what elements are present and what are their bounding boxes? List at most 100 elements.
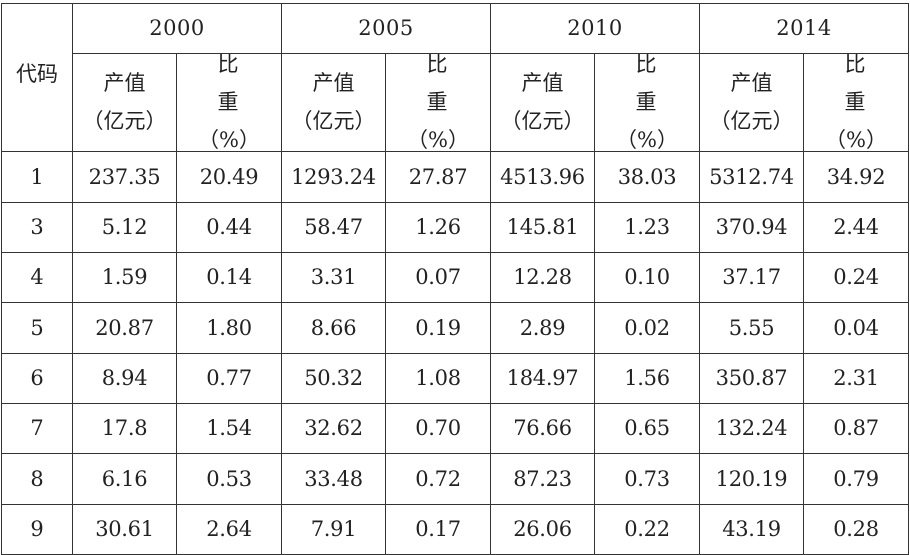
value-cell: 12.28 [490, 252, 595, 303]
share-cell: 0.73 [594, 453, 700, 505]
share-cell: 38.03 [594, 151, 700, 203]
value-cell: 58.47 [281, 202, 386, 253]
share-label-char1: 比 [844, 53, 866, 76]
value-label-line1: 产值 [730, 71, 773, 95]
value-cell: 3.31 [281, 252, 386, 303]
value-cell: 184.97 [490, 353, 595, 404]
share-cell: 2.31 [803, 353, 909, 404]
share-column-header: 比重 （%） [385, 53, 491, 152]
share-cell: 1.54 [176, 403, 282, 454]
share-column-header: 比重 （%） [594, 53, 700, 152]
value-cell: 2.89 [490, 302, 595, 354]
share-cell: 2.44 [803, 202, 909, 253]
value-cell: 370.94 [699, 202, 804, 253]
value-column-header: 产值 （亿元） [281, 53, 386, 152]
share-label-char2: 重 [844, 90, 866, 114]
output-value-table: 代码 2000 2005 2010 2014 产值 （亿元） 比重 （%） 产值 （亿… [1, 3, 909, 555]
share-cell: 27.87 [385, 151, 491, 203]
table-row: 5 20.87 1.80 8.66 0.19 2.89 0.02 5.55 0.04 [1, 302, 909, 354]
share-column-header: 比重 （%） [176, 53, 282, 152]
share-cell: 0.77 [176, 353, 282, 404]
value-cell: 32.62 [281, 403, 386, 454]
value-cell: 4513.96 [490, 151, 595, 203]
header-row-metrics: 产值 （亿元） 比重 （%） 产值 （亿元） 比重 （%） 产值 （亿元） 比重 （%） 产… [2, 53, 909, 152]
value-label-line2: （亿元） [500, 109, 585, 133]
value-cell: 8.94 [72, 353, 177, 404]
share-label-line2: （%） [198, 128, 260, 152]
share-cell: 0.19 [385, 302, 491, 354]
row-code: 7 [1, 403, 73, 454]
value-cell: 145.81 [490, 202, 595, 253]
table-row: 3 5.12 0.44 58.47 1.26 145.81 1.23 370.94 2.44 [1, 202, 909, 253]
year-header-2014: 2014 [699, 3, 909, 54]
value-cell: 7.91 [281, 504, 386, 555]
value-cell: 76.66 [490, 403, 595, 454]
code-column-header: 代码 [1, 3, 73, 152]
table-row: 6 8.94 0.77 50.32 1.08 184.97 1.56 350.87 2.31 [1, 353, 909, 404]
row-code: 1 [1, 151, 73, 203]
share-cell: 0.79 [803, 453, 909, 505]
table-row: 4 1.59 0.14 3.31 0.07 12.28 0.10 37.17 0.24 [1, 252, 909, 303]
share-cell: 0.07 [385, 252, 491, 303]
share-cell: 0.02 [594, 302, 700, 354]
year-header-2005: 2005 [281, 3, 491, 54]
header-row-years: 代码 2000 2005 2010 2014 [1, 3, 909, 152]
share-label-line2: （%） [616, 128, 678, 152]
value-cell: 5.12 [72, 202, 177, 253]
share-cell: 0.04 [803, 302, 909, 354]
value-label-line2: （亿元） [82, 109, 167, 133]
share-cell: 1.26 [385, 202, 491, 253]
share-label-char1: 比 [217, 53, 239, 76]
share-cell: 0.28 [803, 504, 909, 555]
share-cell: 20.49 [176, 151, 282, 203]
share-cell: 0.65 [594, 403, 700, 454]
row-code: 4 [1, 252, 73, 303]
value-cell: 87.23 [490, 453, 595, 505]
table-row: 1 237.35 20.49 1293.24 27.87 4513.96 38.03 5312… [1, 151, 909, 203]
share-cell: 0.22 [594, 504, 700, 555]
share-cell: 1.08 [385, 353, 491, 404]
value-column-header: 产值 （亿元） [72, 53, 177, 152]
table-row: 9 30.61 2.64 7.91 0.17 26.06 0.22 43.19 0.28 [1, 504, 909, 555]
share-label-char2: 重 [217, 90, 239, 114]
value-cell: 26.06 [490, 504, 595, 555]
value-cell: 37.17 [699, 252, 804, 303]
value-cell: 20.87 [72, 302, 177, 354]
share-label-char2: 重 [635, 90, 657, 114]
share-cell: 0.17 [385, 504, 491, 555]
share-cell: 0.87 [803, 403, 909, 454]
share-cell: 0.10 [594, 252, 700, 303]
share-cell: 0.53 [176, 453, 282, 505]
row-code: 3 [1, 202, 73, 253]
share-label-char1: 比 [426, 53, 448, 76]
row-code: 5 [1, 302, 73, 354]
share-label-char2: 重 [426, 90, 448, 114]
value-cell: 50.32 [281, 353, 386, 404]
value-label-line2: （亿元） [291, 109, 376, 133]
share-cell: 0.24 [803, 252, 909, 303]
value-cell: 237.35 [72, 151, 177, 203]
row-code: 9 [1, 504, 73, 555]
share-cell: 0.44 [176, 202, 282, 253]
share-cell: 1.80 [176, 302, 282, 354]
share-cell: 0.70 [385, 403, 491, 454]
share-cell: 34.92 [803, 151, 909, 203]
value-cell: 132.24 [699, 403, 804, 454]
value-cell: 30.61 [72, 504, 177, 555]
value-cell: 17.8 [72, 403, 177, 454]
share-label-line2: （%） [407, 128, 469, 152]
value-cell: 8.66 [281, 302, 386, 354]
value-label-line1: 产值 [103, 71, 146, 95]
value-cell: 33.48 [281, 453, 386, 505]
value-cell: 43.19 [699, 504, 804, 555]
value-cell: 5.55 [699, 302, 804, 354]
value-label-line1: 产值 [312, 71, 355, 95]
value-cell: 350.87 [699, 353, 804, 404]
share-cell: 1.56 [594, 353, 700, 404]
value-column-header: 产值 （亿元） [699, 53, 804, 152]
value-cell: 5312.74 [699, 151, 804, 203]
share-cell: 1.23 [594, 202, 700, 253]
share-label-char1: 比 [635, 53, 657, 76]
share-cell: 0.72 [385, 453, 491, 505]
value-cell: 1.59 [72, 252, 177, 303]
